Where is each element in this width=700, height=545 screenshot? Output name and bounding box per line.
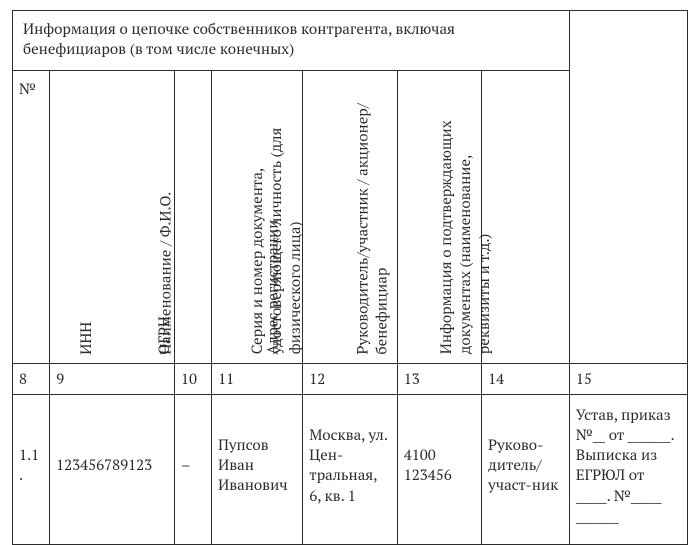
cell-name: Пупсов Иван Иванович <box>212 394 303 545</box>
column-number-row: 89101112131415 <box>13 363 688 394</box>
ownership-chain-table: Информация о цепочке собственников контр… <box>12 10 688 545</box>
col-number: 15 <box>569 363 687 394</box>
col-number: 8 <box>13 363 50 394</box>
cell-num: 1.1. <box>13 394 50 545</box>
col-number: 9 <box>50 363 175 394</box>
cell-doc: 4100 123456 <box>397 394 481 545</box>
col-header-label: Наименование / Ф.И.О. <box>157 191 176 354</box>
col-header-ogrn: ОГРН <box>175 70 212 363</box>
cell-ogrn: – <box>175 394 212 545</box>
super-header: Информация о цепочке собственников контр… <box>13 11 570 71</box>
col-header-label: Руководитель/участник / акционер/бенефиц… <box>353 85 391 355</box>
table-row: 1.1.123456789123–Пупсов Иван ИвановичМос… <box>13 394 688 545</box>
col-number: 13 <box>397 363 481 394</box>
col-number: 14 <box>482 363 570 394</box>
col-header-num: № <box>13 70 50 363</box>
col-header-label: Серия и номер документа, удостоверяющего… <box>248 85 304 355</box>
cell-addr: Москва, ул. Цен­тральная, 6, кв. 1 <box>303 394 398 545</box>
col-header-label: ИНН <box>77 322 96 355</box>
col-header-doc: Серия и номер документа, удостоверяющего… <box>397 70 481 363</box>
super-header-row: Информация о цепочке собственников контр… <box>13 11 688 71</box>
cell-inn: 123456789123 <box>50 394 175 545</box>
col-header-label: № <box>19 79 36 99</box>
col-header-info: Информация о подтверждающих документах (… <box>569 11 687 364</box>
col-number: 11 <box>212 363 303 394</box>
cell-info: Устав, приказ №__ от _______. Выписка из… <box>569 394 687 545</box>
col-header-role: Руководитель/участник / акционер/бенефиц… <box>482 70 570 363</box>
cell-role: Руково­дитель/ участ-ник <box>482 394 570 545</box>
col-number: 10 <box>175 363 212 394</box>
col-number: 12 <box>303 363 398 394</box>
